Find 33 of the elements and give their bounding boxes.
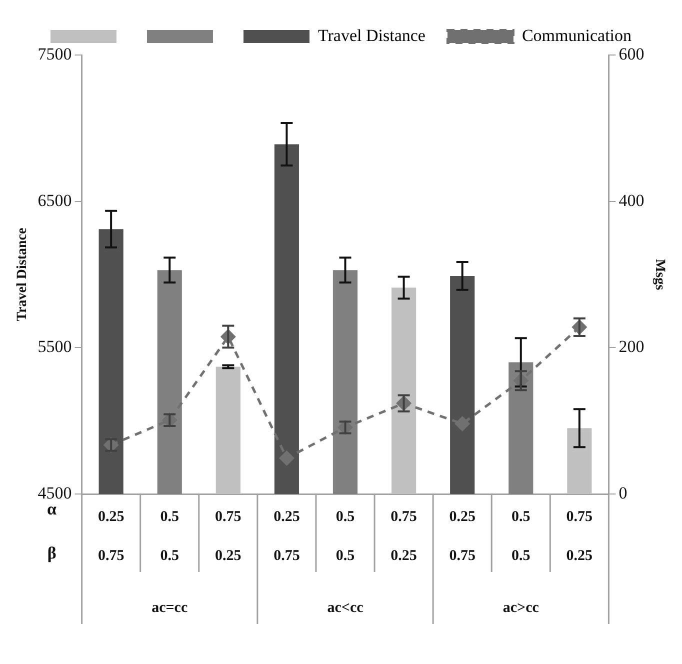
text: 0.25 (390, 548, 417, 564)
text: 0.5 (336, 548, 355, 564)
text: 0.75 (274, 548, 300, 564)
text: 0.25 (566, 548, 593, 564)
y-tick-label: 5500 (38, 337, 72, 356)
text: 0.75 (449, 548, 476, 564)
text: 0.5 (512, 548, 530, 564)
y-tick-label: 7500 (38, 44, 72, 64)
y-axis-title: Travel Distance (15, 228, 30, 322)
y2-tick-label: 200 (618, 337, 644, 356)
x-tick-label: 0.75 (215, 508, 242, 525)
x-tick-label: 0.25 (98, 508, 124, 525)
x-tick-label: 0.5 (160, 508, 179, 525)
text: ac<cc (327, 600, 364, 616)
y2-axis-title: Msgs (652, 258, 667, 291)
x-tick-label: 0.5 (512, 508, 530, 525)
x-tick-label: 0.25 (274, 508, 300, 525)
x-tick-label: 0.5 (336, 508, 355, 525)
y-tick-label: 6500 (38, 190, 72, 210)
text: ac=cc (152, 600, 188, 616)
y2-tick-label: 400 (618, 190, 644, 210)
x-tick-label: 0.25 (449, 508, 476, 525)
text: ac>cc (502, 600, 540, 616)
x-tick-label: 0.75 (390, 508, 417, 525)
text: 0.75 (98, 548, 124, 564)
y2-tick-label: 600 (618, 44, 644, 64)
legend-label: Communication (522, 26, 632, 45)
text: β (47, 543, 56, 562)
text: 0.5 (160, 548, 179, 564)
y2-tick-label: 0 (618, 483, 628, 502)
x-tick-label: 0.75 (566, 508, 593, 525)
text: 0.25 (215, 548, 242, 564)
legend-label: Travel Distance (318, 26, 426, 45)
